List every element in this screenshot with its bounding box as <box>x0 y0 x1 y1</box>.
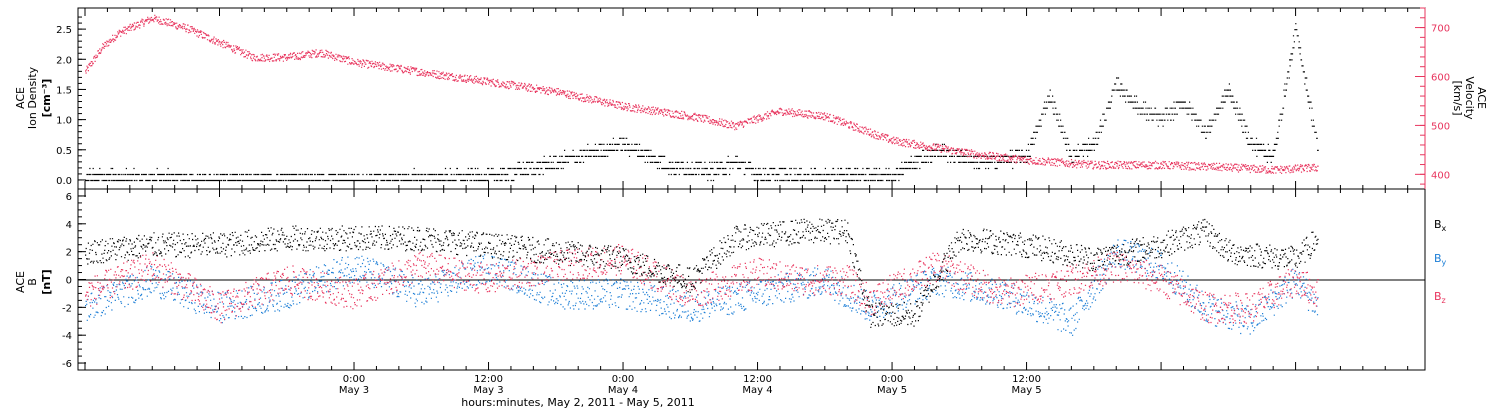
field-tick-label: 6 <box>66 192 72 203</box>
x-tick-time: 0:00 <box>612 374 634 385</box>
field-tick-label: -6 <box>62 359 72 370</box>
velocity-points <box>85 14 1319 174</box>
field-tick-label: 0 <box>66 276 72 287</box>
plasma-panel-frame <box>77 7 1426 190</box>
velocity-tick-label: 500 <box>1431 121 1450 132</box>
by-points <box>85 239 1319 336</box>
density-series <box>85 23 1319 182</box>
axis-ticks <box>78 7 1426 370</box>
legend-bx: Bx <box>1434 218 1447 233</box>
x-tick-time: 12:00 <box>1012 374 1041 385</box>
density-ylabel-line2: Ion Density <box>26 66 39 129</box>
velocity-series <box>85 14 1319 174</box>
density-ylabel-line1: ACE <box>14 87 27 109</box>
density-tick-label: 1.0 <box>56 116 72 127</box>
velocity-tick-label: 600 <box>1431 72 1450 83</box>
x-tick-date: May 3 <box>473 385 503 396</box>
velocity-ylabel-line1: ACE <box>1475 87 1488 109</box>
x-tick-date: May 4 <box>608 385 638 396</box>
density-tick-label: 2.5 <box>56 25 72 36</box>
field-tick-label: -4 <box>62 331 72 342</box>
x-tick-time: 0:00 <box>343 374 365 385</box>
x-tick-date: May 4 <box>742 385 772 396</box>
x-tick-time: 12:00 <box>743 374 772 385</box>
x-tick-time: 12:00 <box>474 374 503 385</box>
x-tick-date: May 5 <box>1011 385 1041 396</box>
bx-series <box>85 218 1319 328</box>
bx-points <box>85 218 1319 328</box>
bz-series <box>85 244 1319 324</box>
x-tick-date: May 3 <box>339 385 369 396</box>
density-tick-label: 1.5 <box>56 85 72 96</box>
x-tick-date: May 5 <box>877 385 907 396</box>
velocity-tick-label: 400 <box>1431 170 1450 181</box>
x-axis-title: hours:minutes, May 2, 2011 - May 5, 2011 <box>461 396 695 409</box>
velocity-ylabel-unit: [km/s] <box>1451 80 1464 115</box>
density-points <box>85 23 1319 182</box>
bz-points <box>85 244 1319 324</box>
field-ylabel-line1: ACE <box>14 271 27 293</box>
field-ylabel-unit: [nT] <box>40 269 53 294</box>
velocity-ylabel-line2: Velocity <box>1463 76 1476 120</box>
field-legend: Bx By Bz <box>1434 218 1447 305</box>
tick-labels: 0.0 0.5 1.0 1.5 2.0 2.5 400 500 600 700 -6 -4 -2 0 2 4 6… <box>56 24 1450 396</box>
field-tick-label: 4 <box>66 220 72 231</box>
velocity-tick-label: 700 <box>1431 24 1450 35</box>
field-tick-label: 2 <box>66 248 72 259</box>
legend-by: By <box>1434 252 1447 267</box>
density-ylabel-unit: [cm⁻³] <box>40 79 53 118</box>
legend-bz: Bz <box>1434 290 1446 305</box>
density-tick-label: 0.0 <box>56 176 72 187</box>
x-tick-time: 0:00 <box>881 374 903 385</box>
density-tick-label: 0.5 <box>56 146 72 157</box>
density-tick-label: 2.0 <box>56 55 72 66</box>
by-series <box>85 239 1319 336</box>
field-ylabel-line2: B <box>26 278 39 286</box>
field-tick-label: -2 <box>62 303 72 314</box>
